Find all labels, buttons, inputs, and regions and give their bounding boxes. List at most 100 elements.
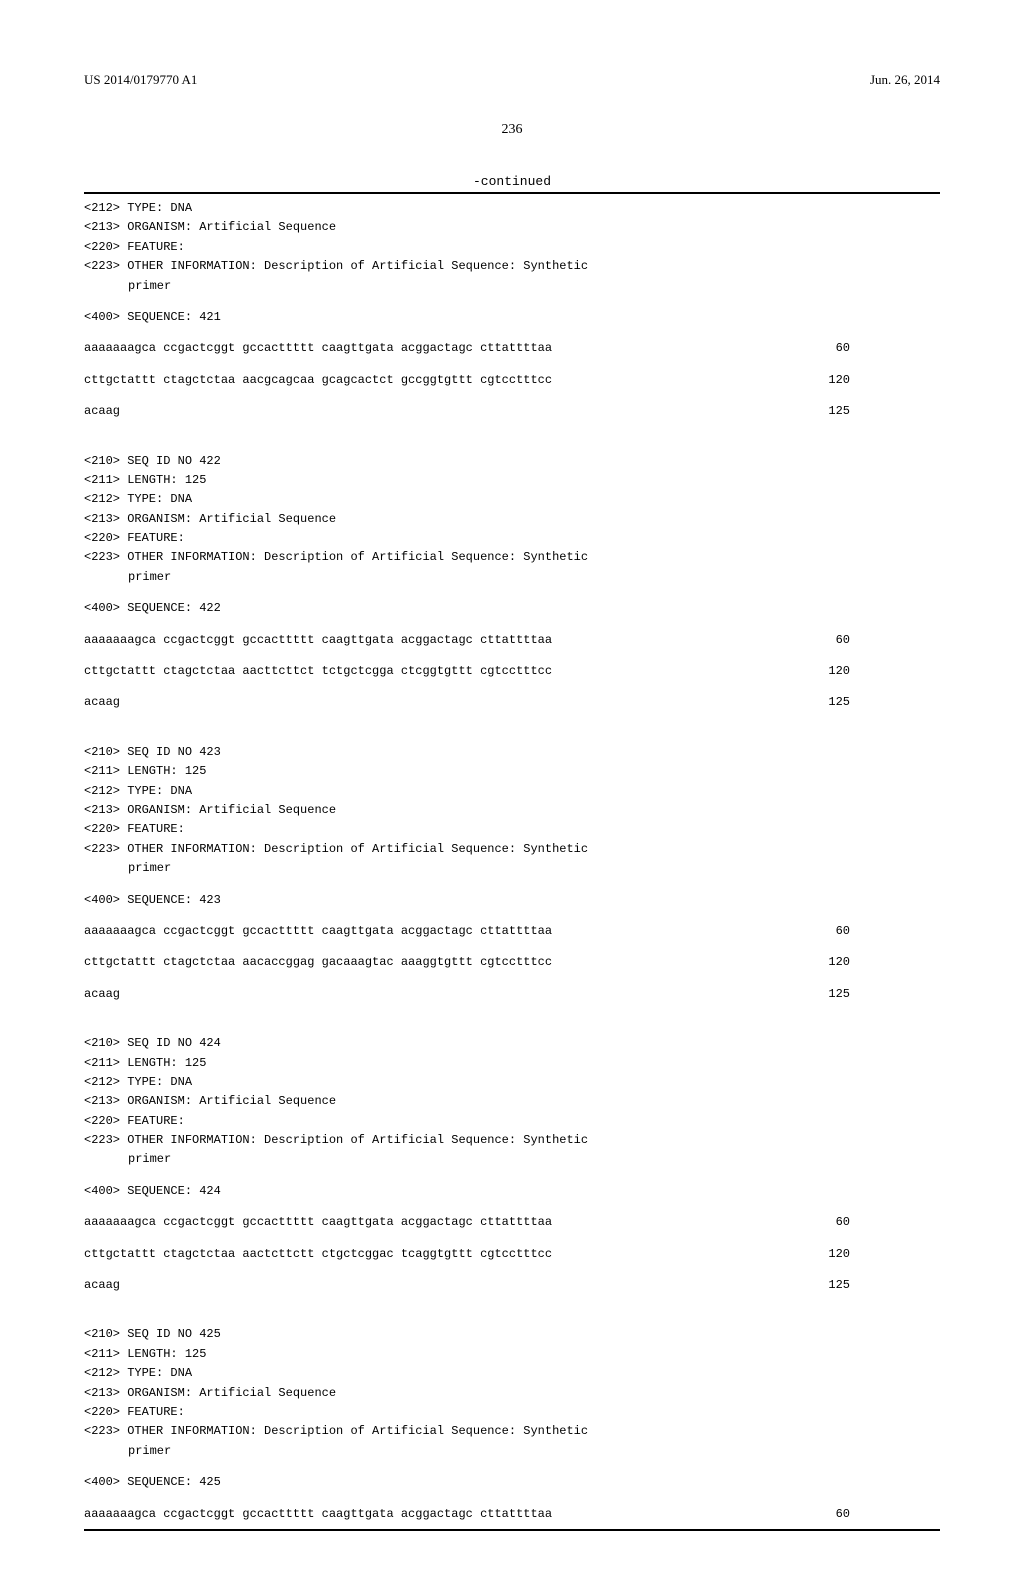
patent-page: US 2014/0179770 A1 Jun. 26, 2014 236 -co… (0, 0, 1024, 1591)
sequence-meta-line: <220> FEATURE: (84, 530, 940, 547)
spacer (84, 680, 940, 694)
sequence-text: aaaaaaagca ccgactcggt gccacttttt caagttg… (84, 340, 552, 357)
sequence-listing-body: <212> TYPE: DNA <213> ORGANISM: Artificia… (84, 192, 940, 1531)
sequence-meta-indent: primer (84, 569, 940, 586)
spacer (84, 358, 940, 372)
sequence-row: aaaaaaagca ccgactcggt gccacttttt caagttg… (84, 632, 940, 649)
sequence-meta-line: <223> OTHER INFORMATION: Description of … (84, 1423, 940, 1440)
sequence-meta-line: <220> FEATURE: (84, 239, 940, 256)
publication-number: US 2014/0179770 A1 (84, 72, 197, 88)
sequence-meta-line: <223> OTHER INFORMATION: Description of … (84, 841, 940, 858)
sequence-text: aaaaaaagca ccgactcggt gccacttttt caagttg… (84, 1506, 552, 1523)
sequence-row: acaag 125 (84, 403, 940, 420)
sequence-text: acaag (84, 1277, 120, 1294)
spacer (84, 618, 940, 632)
sequence-position: 120 (828, 663, 850, 680)
spacer (84, 1232, 940, 1246)
sequence-position: 60 (836, 1506, 850, 1523)
spacer (84, 1169, 940, 1183)
sequence-row: acaag 125 (84, 986, 940, 1003)
sequence-row: aaaaaaagca ccgactcggt gccacttttt caagttg… (84, 923, 940, 940)
sequence-position: 125 (828, 694, 850, 711)
entry-gap (84, 421, 940, 439)
sequence-position: 60 (836, 340, 850, 357)
spacer (84, 1492, 940, 1506)
entry-gap (84, 712, 940, 730)
sequence-meta-line: <220> FEATURE: (84, 821, 940, 838)
sequence-text: cttgctattt ctagctctaa aacaccggag gacaaag… (84, 954, 552, 971)
sequence-meta-line: <212> TYPE: DNA (84, 1074, 940, 1091)
entry-gap (84, 730, 940, 744)
sequence-row: cttgctattt ctagctctaa aactcttctt ctgctcg… (84, 1246, 940, 1263)
sequence-position: 60 (836, 632, 850, 649)
sequence-text: cttgctattt ctagctctaa aacttcttct tctgctc… (84, 663, 552, 680)
sequence-meta-line: <211> LENGTH: 125 (84, 1055, 940, 1072)
sequence-header-line: <400> SEQUENCE: 423 (84, 892, 940, 909)
sequence-text: aaaaaaagca ccgactcggt gccacttttt caagttg… (84, 1214, 552, 1231)
sequence-meta-line: <213> ORGANISM: Artificial Sequence (84, 802, 940, 819)
entry-gap (84, 1294, 940, 1312)
sequence-position: 120 (828, 372, 850, 389)
sequence-meta-line: <223> OTHER INFORMATION: Description of … (84, 549, 940, 566)
spacer (84, 1263, 940, 1277)
sequence-meta-line: <212> TYPE: DNA (84, 1365, 940, 1382)
spacer (84, 649, 940, 663)
page-header: US 2014/0179770 A1 Jun. 26, 2014 (84, 72, 940, 88)
sequence-row: acaag 125 (84, 1277, 940, 1294)
spacer (84, 940, 940, 954)
sequence-position: 125 (828, 1277, 850, 1294)
spacer (84, 326, 940, 340)
spacer (84, 1200, 940, 1214)
sequence-meta-line: <210> SEQ ID NO 423 (84, 744, 940, 761)
sequence-position: 120 (828, 1246, 850, 1263)
spacer (84, 972, 940, 986)
sequence-text: acaag (84, 403, 120, 420)
sequence-meta-line: <211> LENGTH: 125 (84, 472, 940, 489)
sequence-text: cttgctattt ctagctctaa aacgcagcaa gcagcac… (84, 372, 552, 389)
sequence-meta-line: <223> OTHER INFORMATION: Description of … (84, 1132, 940, 1149)
sequence-position: 125 (828, 403, 850, 420)
sequence-meta-line: <220> FEATURE: (84, 1404, 940, 1421)
entry-gap (84, 1312, 940, 1326)
sequence-meta-line: <213> ORGANISM: Artificial Sequence (84, 1093, 940, 1110)
sequence-meta-line: <212> TYPE: DNA (84, 783, 940, 800)
spacer (84, 1460, 940, 1474)
entry-gap (84, 1021, 940, 1035)
sequence-text: acaag (84, 694, 120, 711)
sequence-row: aaaaaaagca ccgactcggt gccacttttt caagttg… (84, 1214, 940, 1231)
sequence-meta-indent: primer (84, 1443, 940, 1460)
sequence-meta-line: <212> TYPE: DNA (84, 200, 940, 217)
sequence-header-line: <400> SEQUENCE: 421 (84, 309, 940, 326)
sequence-meta-line: <210> SEQ ID NO 425 (84, 1326, 940, 1343)
sequence-meta-line: <213> ORGANISM: Artificial Sequence (84, 1385, 940, 1402)
spacer (84, 909, 940, 923)
sequence-position: 60 (836, 923, 850, 940)
entry-gap (84, 1003, 940, 1021)
sequence-text: cttgctattt ctagctctaa aactcttctt ctgctcg… (84, 1246, 552, 1263)
sequence-text: acaag (84, 986, 120, 1003)
sequence-row: aaaaaaagca ccgactcggt gccacttttt caagttg… (84, 340, 940, 357)
sequence-meta-line: <211> LENGTH: 125 (84, 763, 940, 780)
page-number: 236 (84, 122, 940, 138)
sequence-meta-line: <213> ORGANISM: Artificial Sequence (84, 219, 940, 236)
sequence-header-line: <400> SEQUENCE: 422 (84, 600, 940, 617)
sequence-row: aaaaaaagca ccgactcggt gccacttttt caagttg… (84, 1506, 940, 1523)
sequence-position: 125 (828, 986, 850, 1003)
sequence-text: aaaaaaagca ccgactcggt gccacttttt caagttg… (84, 632, 552, 649)
sequence-meta-line: <211> LENGTH: 125 (84, 1346, 940, 1363)
spacer (84, 878, 940, 892)
spacer (84, 586, 940, 600)
sequence-meta-line: <213> ORGANISM: Artificial Sequence (84, 511, 940, 528)
publication-date: Jun. 26, 2014 (870, 72, 940, 88)
sequence-row: acaag 125 (84, 694, 940, 711)
sequence-row: cttgctattt ctagctctaa aacttcttct tctgctc… (84, 663, 940, 680)
sequence-position: 120 (828, 954, 850, 971)
sequence-meta-indent: primer (84, 278, 940, 295)
sequence-meta-line: <223> OTHER INFORMATION: Description of … (84, 258, 940, 275)
sequence-position: 60 (836, 1214, 850, 1231)
sequence-meta-line: <210> SEQ ID NO 424 (84, 1035, 940, 1052)
spacer (84, 389, 940, 403)
sequence-header-line: <400> SEQUENCE: 424 (84, 1183, 940, 1200)
sequence-meta-indent: primer (84, 1151, 940, 1168)
spacer (84, 295, 940, 309)
